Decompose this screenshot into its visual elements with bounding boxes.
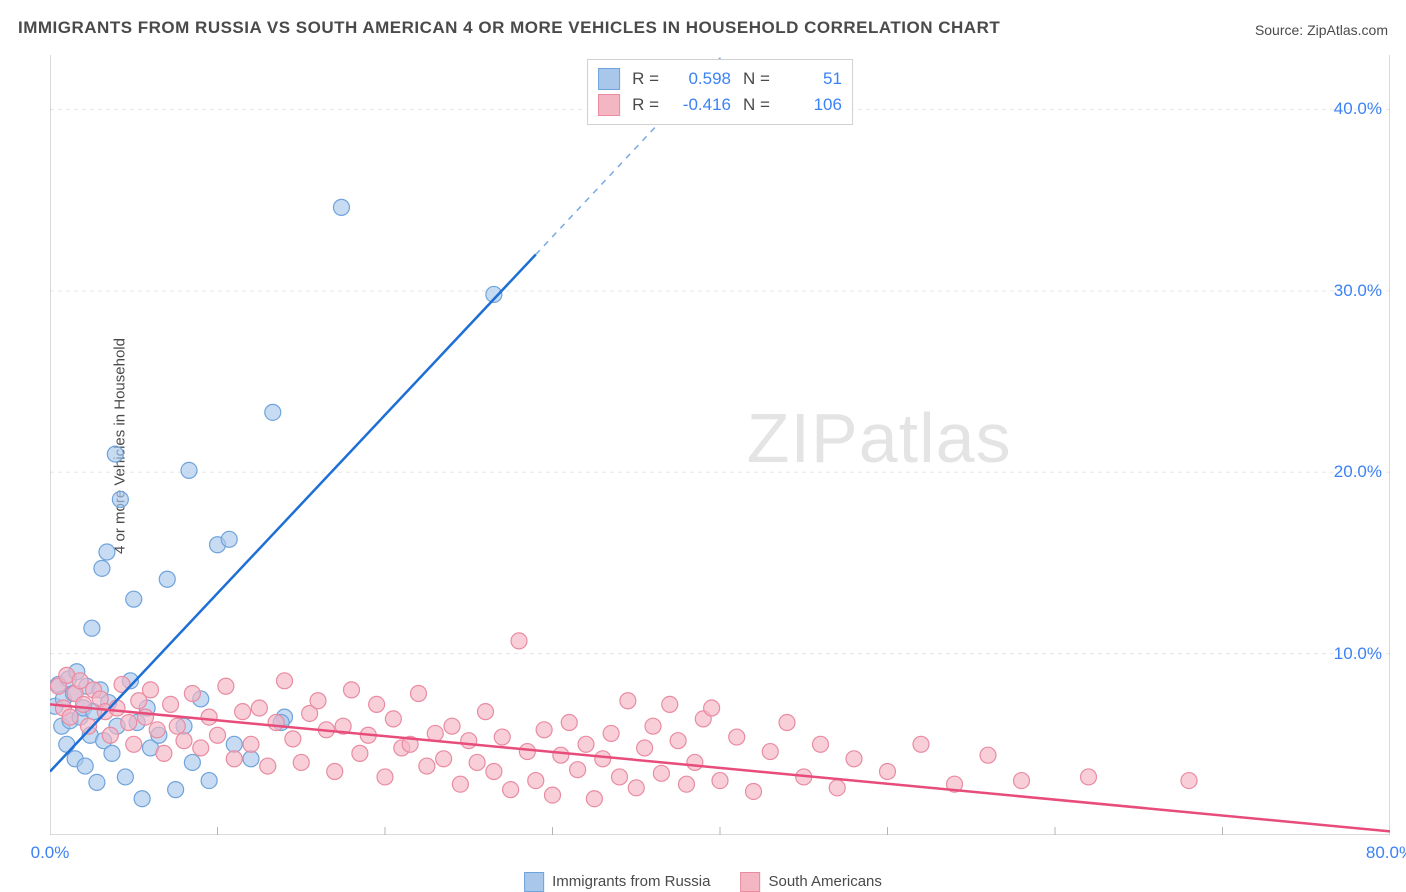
y-tick-label: 10.0% (1334, 644, 1382, 664)
stats-row: R = 0.598 N = 51 (598, 66, 842, 92)
y-tick-label: 30.0% (1334, 281, 1382, 301)
chart-title: IMMIGRANTS FROM RUSSIA VS SOUTH AMERICAN… (18, 18, 1000, 38)
r-value: -0.416 (671, 95, 731, 115)
stats-box: R = 0.598 N = 51 R = -0.416 N = 106 (587, 59, 853, 125)
n-value: 106 (782, 95, 842, 115)
n-label: N = (743, 95, 770, 115)
r-label: R = (632, 95, 659, 115)
legend-item: Immigrants from Russia (524, 872, 710, 892)
n-value: 51 (782, 69, 842, 89)
x-tick-label: 80.0% (1366, 843, 1406, 863)
scatter-chart (50, 55, 1390, 835)
n-label: N = (743, 69, 770, 89)
legend-label: Immigrants from Russia (552, 873, 710, 890)
stats-swatch (598, 94, 620, 116)
stats-swatch (598, 68, 620, 90)
legend-item: South Americans (740, 872, 881, 892)
x-tick-label: 0.0% (31, 843, 70, 863)
r-label: R = (632, 69, 659, 89)
bottom-legend: Immigrants from Russia South Americans (524, 872, 882, 892)
stats-row: R = -0.416 N = 106 (598, 92, 842, 118)
legend-label: South Americans (768, 873, 881, 890)
legend-swatch (740, 872, 760, 892)
source-label: Source: ZipAtlas.com (1255, 22, 1388, 38)
legend-swatch (524, 872, 544, 892)
y-tick-label: 40.0% (1334, 99, 1382, 119)
y-tick-label: 20.0% (1334, 462, 1382, 482)
r-value: 0.598 (671, 69, 731, 89)
plot-area: R = 0.598 N = 51 R = -0.416 N = 106 ZIPa… (50, 55, 1390, 835)
